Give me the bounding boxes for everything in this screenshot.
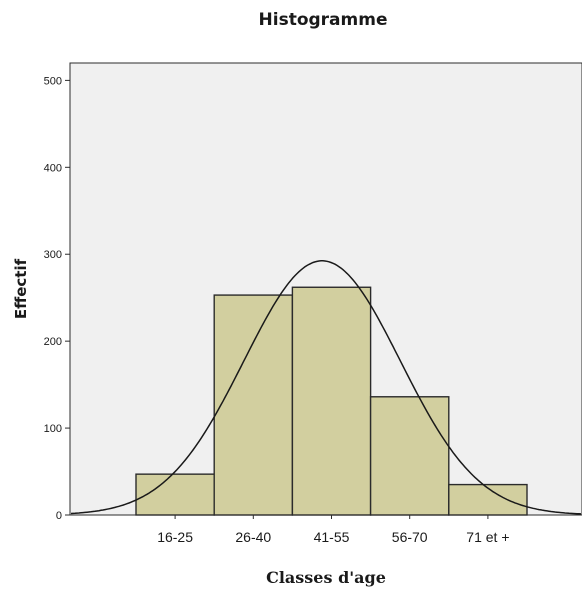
bar-71-et-	[448, 483, 528, 516]
y-tick-label-100: 100	[44, 423, 62, 435]
bar-41-55	[291, 286, 372, 516]
chart-title: Histogramme	[259, 10, 388, 30]
normal-curve	[70, 260, 582, 515]
y-tick-label-300: 300	[44, 249, 62, 261]
y-axis: 0 100 200 300 400 500	[44, 75, 70, 522]
x-tick-label-16-25: 16-25	[157, 529, 193, 545]
x-tick-label-71-et-: 71 et +	[466, 529, 509, 545]
bar-26-40	[213, 294, 294, 516]
x-tick-label-56-70: 56-70	[392, 529, 428, 545]
y-axis-label: Effectif	[12, 258, 30, 319]
y-tick-label-200: 200	[44, 336, 62, 348]
y-tick-label-400: 400	[44, 162, 62, 174]
y-tick-label-500: 500	[44, 75, 62, 87]
x-tick-label-41-55: 41-55	[314, 529, 350, 545]
bar-16-25	[135, 473, 215, 516]
y-tick-label-0: 0	[56, 510, 62, 522]
x-tick-label-26-40: 26-40	[235, 529, 271, 545]
bar-56-70	[369, 396, 450, 516]
normal-curve-group	[70, 260, 582, 515]
x-axis: 16-25 26-40 41-55 56-70 71 et +	[157, 515, 510, 545]
x-axis-label: Classes d'age	[266, 568, 386, 587]
